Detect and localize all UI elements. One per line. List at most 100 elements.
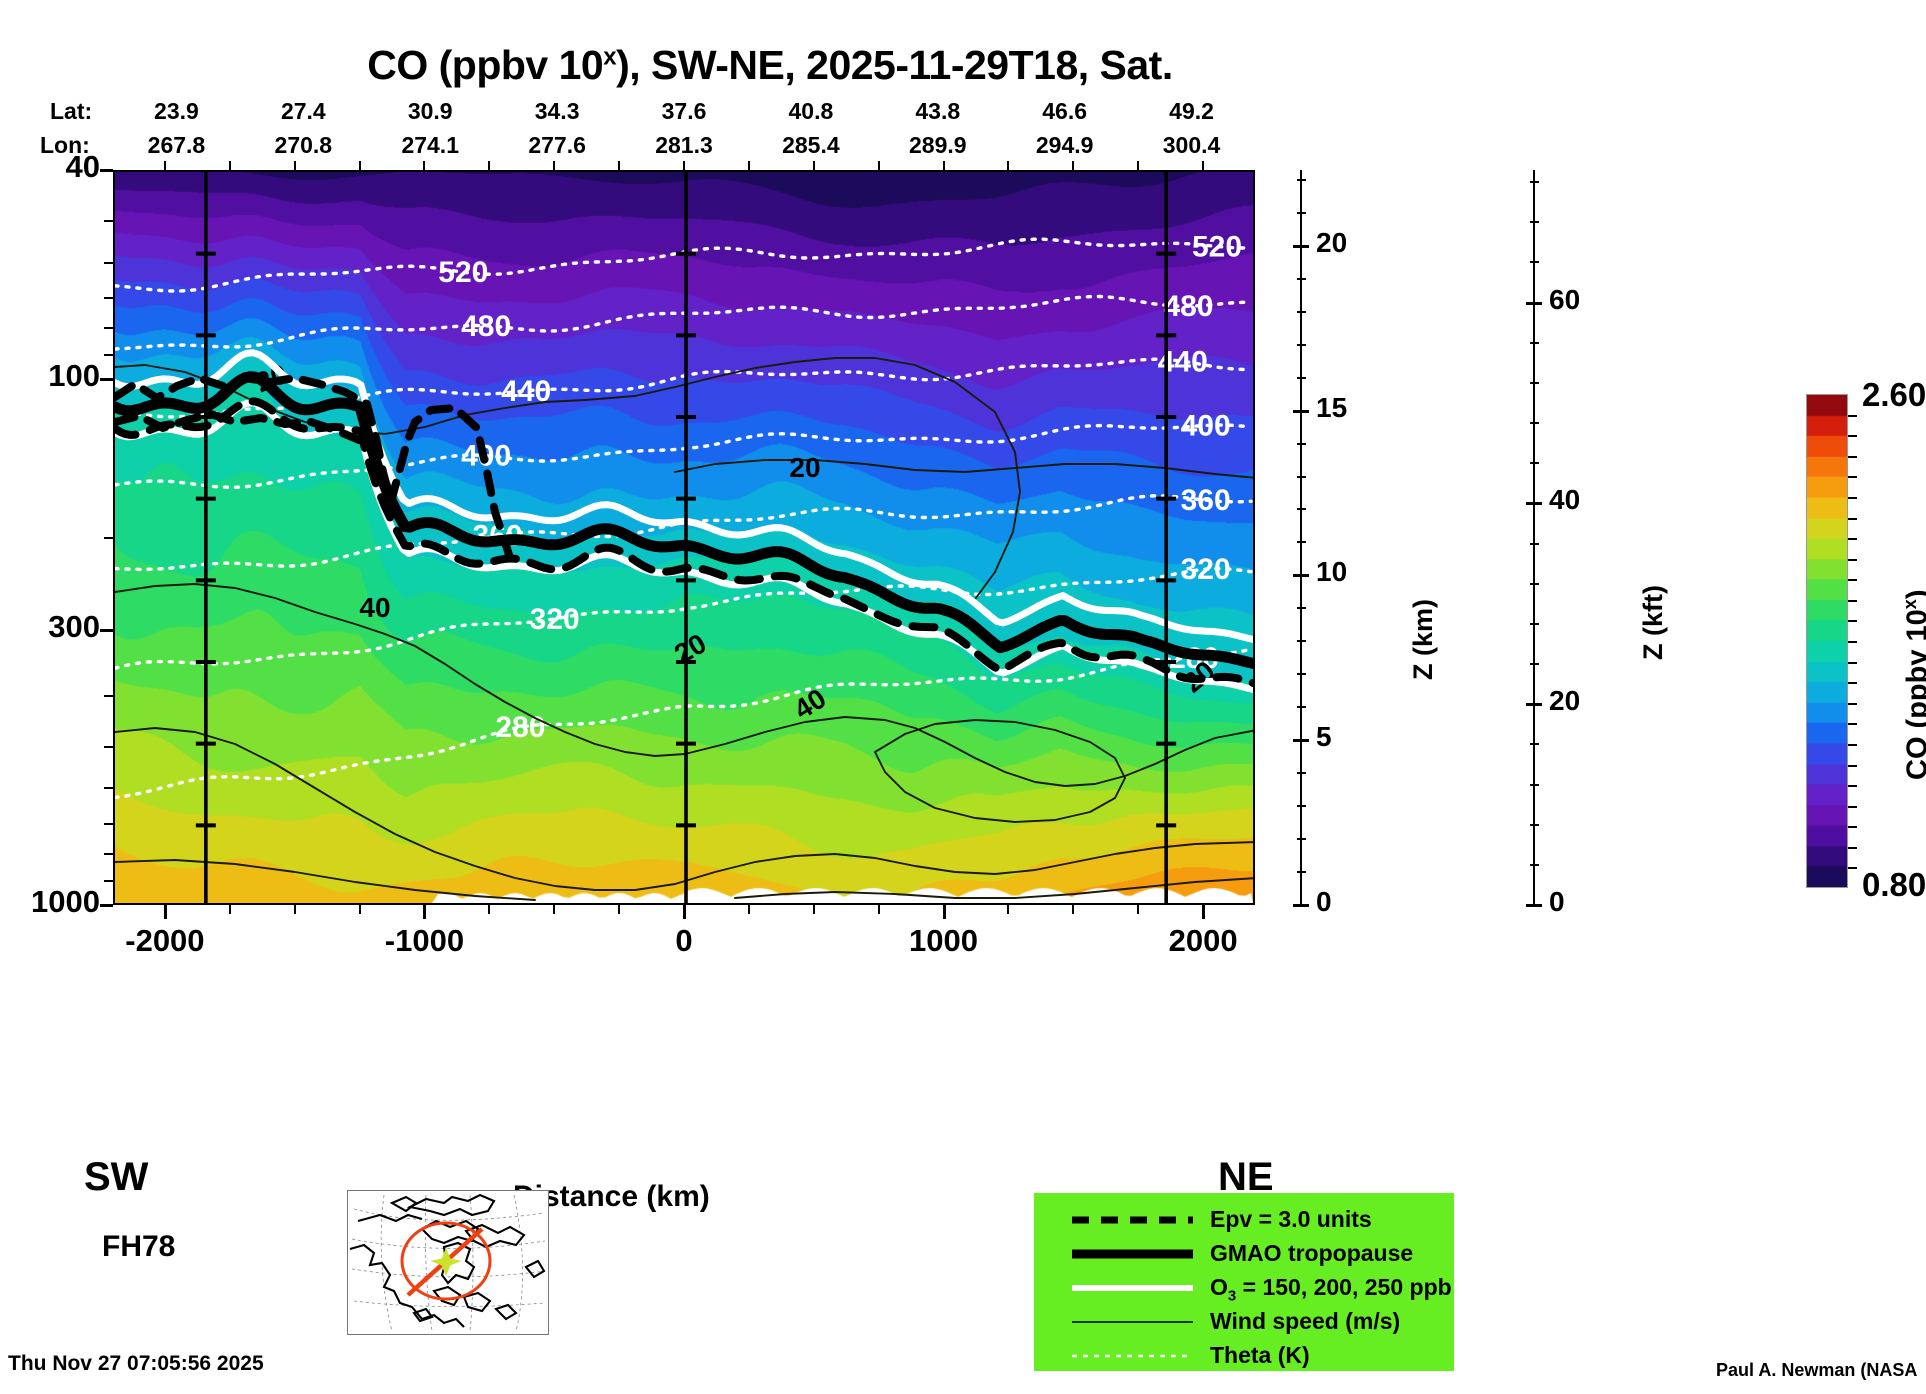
distance-minor-tick [747,905,750,914]
pressure-tick-mark [100,378,113,382]
zkm-axis-tick [1296,508,1306,511]
distance-tick-label: -2000 [125,923,205,958]
legend-label: O3 = 150, 200, 250 ppb [1210,1274,1452,1305]
distance-tick-mark [163,905,167,919]
sw-endpoint-label: SW [84,1155,149,1199]
colorbar-tick [1848,805,1857,808]
top-minor-tick [812,161,815,170]
wind-contour-7 [874,719,1126,823]
zkft-axis-tick [1529,462,1539,465]
zkft-axis-label: 60 [1549,283,1581,315]
distance-minor-tick [812,905,815,914]
pressure-minor-tick [104,327,113,330]
zkm-axis-tick [1296,838,1306,841]
theta-label-280: 280 [495,711,545,744]
distance-minor-tick [1137,905,1140,914]
generation-timestamp: Thu Nov 27 07:05:56 2025 [8,1352,264,1375]
top-minor-tick [163,161,166,170]
pressure-minor-tick [104,822,113,825]
zkft-axis-tick [1529,381,1539,384]
pressure-tick-label: 300 [48,609,100,645]
colorbar-tick [1848,785,1857,788]
wind-contour-4 [684,716,1253,787]
epv-sw-structure [115,374,517,572]
zkm-axis-label: 10 [1316,556,1348,588]
zkm-axis-tick [1293,739,1309,743]
zkm-axis-tick [1296,871,1306,874]
colorbar-tick [1848,661,1857,664]
zkft-axis-tick [1526,703,1542,707]
title-main: CO (ppbv 10 [367,42,604,88]
zkm-axis-tick [1296,277,1306,280]
wind-contour-2 [674,459,1253,479]
lon-value: 267.8 [147,132,206,158]
zkft-axis-tick [1529,341,1539,344]
location-inset-map[interactable] [347,1190,549,1335]
lon-value: 281.3 [655,132,713,158]
cross-section-plot[interactable]: 520 480 440 400 360 320 280 520 480 440 400 360 320 2… [113,170,1255,905]
zkft-axis-tick [1529,663,1539,666]
zkm-axis-title: Z (km) [1408,599,1438,680]
zkft-axis-tick [1529,422,1539,425]
pressure-minor-tick [104,219,113,222]
zkm-axis-tick [1296,706,1306,709]
lat-label: Lat: [50,98,93,124]
distance-tick-mark [942,905,946,919]
zkft-axis-tick [1529,783,1539,786]
colorbar-tick [1848,455,1857,458]
forecast-hour-label: FH78 [102,1230,176,1263]
wind-contour-6 [634,841,1253,891]
colorbar-tick [1848,620,1857,623]
title-exponent: x [603,43,617,71]
pressure-minor-tick [104,261,113,264]
zkm-axis-tick [1296,442,1306,445]
legend-label: Epv = 3.0 units [1210,1206,1372,1232]
zkm-axis-tick [1293,904,1309,907]
colorbar-tick [1848,599,1857,602]
lat-value: 46.6 [1042,98,1088,124]
top-minor-tick [618,161,621,170]
theta-label-400: 400 [1181,409,1231,442]
colorbar[interactable] [1806,394,1848,888]
colorbar-tick [1848,476,1857,479]
distance-minor-tick [877,905,880,914]
center-star [430,1247,462,1277]
zkm-axis-tick [1296,475,1306,478]
legend-key-dashed-thick-black [1070,1203,1195,1237]
legend-key-dotted-thin-white [1070,1339,1195,1373]
longitude-row: Lon: 267.8 270.8 274.1 277.6 281.3 285.4 289.9 2… [0,132,1315,162]
colorbar-tick [1848,826,1857,829]
zkm-axis-label: 15 [1316,391,1348,423]
colorbar-tick [1848,743,1857,746]
distance-minor-tick [1072,905,1075,914]
zkft-axis-tick [1529,542,1539,545]
zkft-axis-tick [1529,261,1539,264]
pressure-tick-mark [100,169,113,172]
lat-value: 34.3 [534,98,580,124]
distance-minor-tick [358,905,361,914]
colorbar-gradient [1807,395,1847,887]
top-minor-tick [553,161,556,170]
zkft-axis-label: 40 [1549,484,1581,516]
zkft-axis-tick [1529,823,1539,826]
distance-tick-mark [423,905,427,919]
theta-label-360: 360 [1181,484,1231,517]
zkm-axis-tick [1296,343,1306,346]
theta-contour-520 [115,237,1253,293]
distance-minor-tick [553,905,556,914]
top-minor-tick [747,161,750,170]
legend-key-solid-thick-black [1070,1237,1195,1271]
wind-contour-8 [734,877,1253,899]
colorbar-tick [1848,867,1857,870]
top-minor-tick [358,161,361,170]
zkft-axis-tick [1529,863,1539,866]
theta-label-320: 320 [530,603,580,636]
lon-value: 300.4 [1162,132,1221,158]
colorbar-tick [1848,435,1857,438]
zkm-axis-tick [1296,376,1306,379]
wind-label-1: 40 [359,592,390,623]
colorbar-min-label: 0.80 [1862,866,1926,903]
pressure-minor-tick [104,354,113,357]
colorbar-max-label: 2.60 [1862,376,1926,413]
zkft-axis-tick [1526,904,1542,907]
